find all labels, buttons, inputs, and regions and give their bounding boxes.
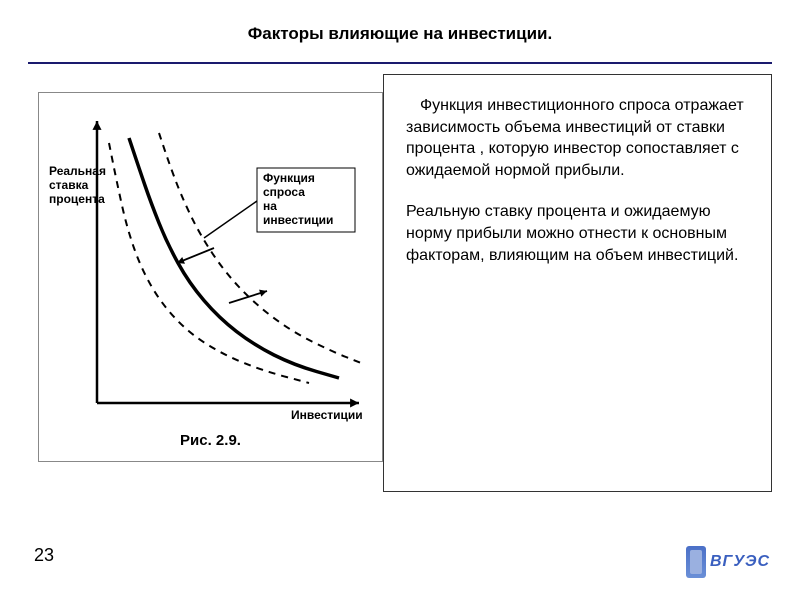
svg-text:спроса: спроса: [263, 185, 305, 199]
svg-text:инвестиции: инвестиции: [263, 213, 333, 227]
svg-text:процента: процента: [49, 192, 105, 206]
svg-text:Инвестиции: Инвестиции: [291, 408, 363, 422]
svg-text:Реальная: Реальная: [49, 164, 106, 178]
paragraph-2: Реальную ставку процента и ожидаемую нор…: [406, 201, 749, 266]
page-number: 23: [34, 545, 54, 566]
logo: ВГУЭС: [686, 546, 770, 578]
investment-demand-chart: Функцияспросанаинвестиции Реальнаяставкап…: [39, 93, 384, 433]
text-panel: Функция инвестиционного спроса отражает …: [383, 74, 772, 492]
logo-icon: [686, 546, 706, 578]
content-row: Функцияспросанаинвестиции Реальнаяставкап…: [0, 64, 800, 492]
svg-text:ставка: ставка: [49, 178, 89, 192]
paragraph-1: Функция инвестиционного спроса отражает …: [406, 95, 749, 181]
svg-text:Функция: Функция: [263, 171, 315, 185]
figure-caption: Рис. 2.9.: [39, 432, 382, 449]
chart-panel: Функцияспросанаинвестиции Реальнаяставкап…: [38, 92, 383, 462]
page-title: Факторы влияющие на инвестиции.: [0, 0, 800, 62]
svg-text:на: на: [263, 199, 277, 213]
logo-text: ВГУЭС: [710, 553, 770, 571]
